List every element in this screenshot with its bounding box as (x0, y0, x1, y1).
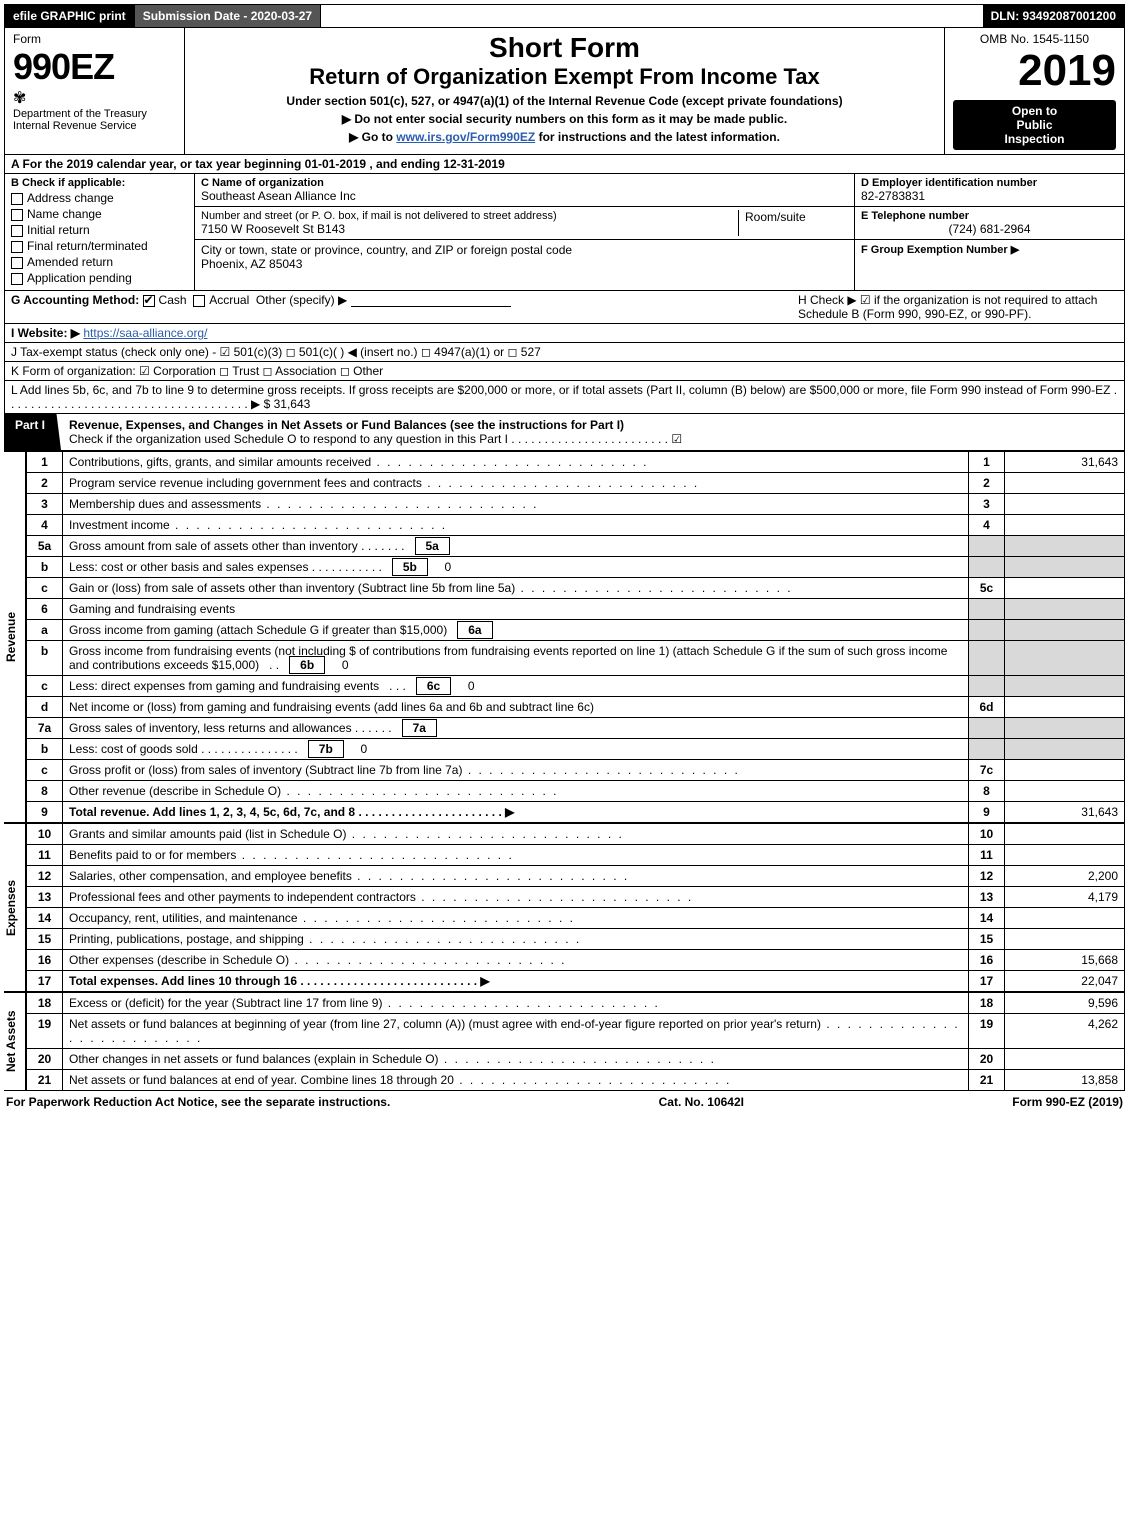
goto-line: ▶ Go to www.irs.gov/Form990EZ for instru… (193, 130, 936, 144)
city-label: City or town, state or province, country… (201, 243, 848, 257)
table-row: dNet income or (loss) from gaming and fu… (27, 697, 1125, 718)
open-public-box: Open to Public Inspection (953, 100, 1116, 150)
page-footer: For Paperwork Reduction Act Notice, see … (4, 1091, 1125, 1113)
short-form-title: Short Form (193, 32, 936, 64)
open-line2: Public (957, 118, 1112, 132)
table-row: 6Gaming and fundraising events (27, 599, 1125, 620)
chk-name-change[interactable]: Name change (11, 207, 188, 221)
top-bar: efile GRAPHIC print Submission Date - 20… (4, 4, 1125, 28)
chk-accrual[interactable] (193, 295, 205, 307)
efile-label: efile GRAPHIC print (5, 5, 135, 27)
box-i-label: I Website: ▶ (11, 326, 80, 340)
goto-post: for instructions and the latest informat… (539, 130, 780, 144)
form-org-row: K Form of organization: ☑ Corporation ◻ … (4, 362, 1125, 381)
street-label: Number and street (or P. O. box, if mail… (201, 210, 738, 222)
table-row: 1Contributions, gifts, grants, and simil… (27, 452, 1125, 473)
gross-receipts-row: L Add lines 5b, 6c, and 7b to line 9 to … (4, 381, 1125, 414)
table-row: 20Other changes in net assets or fund ba… (27, 1049, 1125, 1070)
return-title: Return of Organization Exempt From Incom… (193, 64, 936, 90)
period-row: A For the 2019 calendar year, or tax yea… (4, 155, 1125, 174)
website-link[interactable]: https://saa-alliance.org/ (83, 326, 207, 340)
netassets-side-label: Net Assets (4, 992, 26, 1091)
table-row: bGross income from fundraising events (n… (27, 641, 1125, 676)
box-g-label: G Accounting Method: (11, 293, 139, 307)
website-row: I Website: ▶ https://saa-alliance.org/ (4, 324, 1125, 343)
form-word: Form (13, 32, 176, 46)
part-i-header: Part I Revenue, Expenses, and Changes in… (4, 414, 1125, 451)
group-exemption-label: F Group Exemption Number ▶ (861, 243, 1118, 256)
table-row: 7aGross sales of inventory, less returns… (27, 718, 1125, 739)
org-name-label: C Name of organization (201, 177, 848, 189)
netassets-table: 18Excess or (deficit) for the year (Subt… (26, 992, 1125, 1091)
table-row: aGross income from gaming (attach Schedu… (27, 620, 1125, 641)
expenses-side-label: Expenses (4, 823, 26, 992)
org-name: Southeast Asean Alliance Inc (201, 189, 848, 203)
part-i-title: Revenue, Expenses, and Changes in Net As… (69, 418, 624, 432)
irs-link[interactable]: www.irs.gov/Form990EZ (396, 130, 535, 144)
table-row: cLess: direct expenses from gaming and f… (27, 676, 1125, 697)
table-row: 9Total revenue. Add lines 1, 2, 3, 4, 5c… (27, 802, 1125, 823)
table-row: 16Other expenses (describe in Schedule O… (27, 950, 1125, 971)
table-row: 12Salaries, other compensation, and empl… (27, 866, 1125, 887)
ein-value: 82-2783831 (861, 189, 1118, 203)
dln-label: DLN: 93492087001200 (983, 5, 1124, 27)
table-row: 14Occupancy, rent, utilities, and mainte… (27, 908, 1125, 929)
footer-left: For Paperwork Reduction Act Notice, see … (6, 1095, 390, 1109)
chk-initial-return[interactable]: Initial return (11, 223, 188, 237)
form-header: Form 990EZ ✾ Department of the Treasury … (4, 28, 1125, 155)
table-row: 4Investment income4 (27, 515, 1125, 536)
tax-year: 2019 (953, 46, 1116, 96)
revenue-table: 1Contributions, gifts, grants, and simil… (26, 451, 1125, 823)
omb-number: OMB No. 1545-1150 (953, 32, 1116, 46)
table-row: 8Other revenue (describe in Schedule O)8 (27, 781, 1125, 802)
table-row: bLess: cost of goods sold . . . . . . . … (27, 739, 1125, 760)
table-row: cGain or (loss) from sale of assets othe… (27, 578, 1125, 599)
table-row: 17Total expenses. Add lines 10 through 1… (27, 971, 1125, 992)
table-row: 21Net assets or fund balances at end of … (27, 1070, 1125, 1091)
open-line1: Open to (957, 104, 1112, 118)
phone-label: E Telephone number (861, 210, 1118, 222)
ein-label: D Employer identification number (861, 177, 1118, 189)
accounting-row: G Accounting Method: Cash Accrual Other … (4, 291, 1125, 324)
irs-label: Internal Revenue Service (13, 120, 176, 132)
box-h-text: H Check ▶ ☑ if the organization is not r… (798, 293, 1118, 321)
part-i-tab: Part I (5, 414, 61, 450)
phone-value: (724) 681-2964 (861, 222, 1118, 236)
box-b-label: B Check if applicable: (11, 177, 188, 189)
table-row: 18Excess or (deficit) for the year (Subt… (27, 993, 1125, 1014)
table-row: 2Program service revenue including gover… (27, 473, 1125, 494)
footer-mid: Cat. No. 10642I (659, 1095, 744, 1109)
chk-final-return[interactable]: Final return/terminated (11, 239, 188, 253)
tax-exempt-row: J Tax-exempt status (check only one) - ☑… (4, 343, 1125, 362)
chk-address-change[interactable]: Address change (11, 191, 188, 205)
goto-pre: ▶ Go to (349, 130, 396, 144)
table-row: 13Professional fees and other payments t… (27, 887, 1125, 908)
table-row: 19Net assets or fund balances at beginni… (27, 1014, 1125, 1049)
form-number: 990EZ (13, 46, 176, 88)
table-row: 11Benefits paid to or for members11 (27, 845, 1125, 866)
subtitle: Under section 501(c), 527, or 4947(a)(1)… (193, 94, 936, 108)
chk-amended[interactable]: Amended return (11, 255, 188, 269)
table-row: cGross profit or (loss) from sales of in… (27, 760, 1125, 781)
city-value: Phoenix, AZ 85043 (201, 257, 848, 271)
table-row: 15Printing, publications, postage, and s… (27, 929, 1125, 950)
submission-date: Submission Date - 2020-03-27 (135, 5, 321, 27)
chk-pending[interactable]: Application pending (11, 271, 188, 285)
footer-right: Form 990-EZ (2019) (1012, 1095, 1123, 1109)
chk-cash[interactable] (143, 295, 155, 307)
street-value: 7150 W Roosevelt St B143 (201, 222, 738, 236)
expenses-table: 10Grants and similar amounts paid (list … (26, 823, 1125, 992)
entity-block: B Check if applicable: Address change Na… (4, 174, 1125, 291)
revenue-side-label: Revenue (4, 451, 26, 823)
table-row: 5aGross amount from sale of assets other… (27, 536, 1125, 557)
open-line3: Inspection (957, 132, 1112, 146)
part-i-checkline: Check if the organization used Schedule … (69, 432, 682, 446)
ssn-warning: ▶ Do not enter social security numbers o… (193, 112, 936, 126)
table-row: bLess: cost or other basis and sales exp… (27, 557, 1125, 578)
room-label: Room/suite (745, 210, 848, 224)
table-row: 3Membership dues and assessments3 (27, 494, 1125, 515)
dept-treasury: Department of the Treasury (13, 108, 176, 120)
table-row: 10Grants and similar amounts paid (list … (27, 824, 1125, 845)
